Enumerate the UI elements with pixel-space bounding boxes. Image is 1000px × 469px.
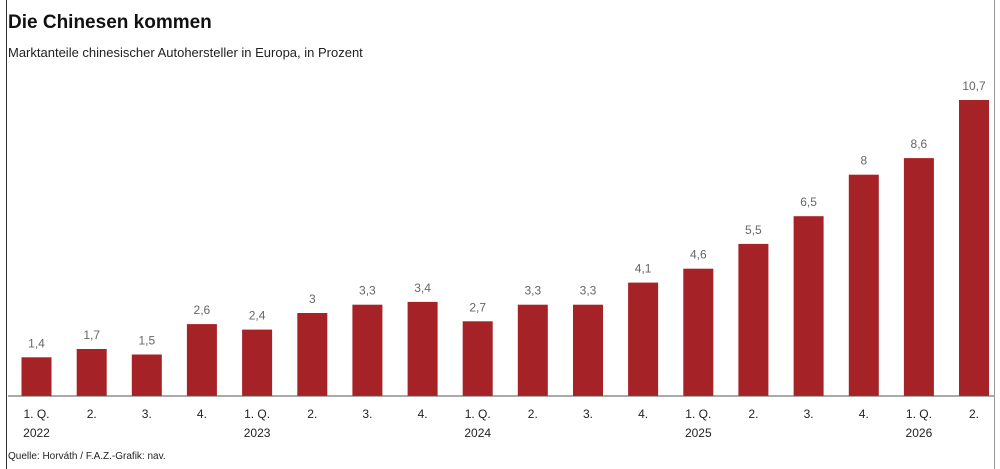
bar	[959, 100, 989, 396]
data-label: 2,4	[249, 309, 266, 323]
bar	[242, 329, 273, 396]
x-tick-label: 2.	[307, 407, 317, 421]
data-label: 3,3	[524, 284, 541, 298]
x-tick-label: 2.	[969, 407, 979, 421]
year-label: 2022	[23, 426, 50, 440]
x-tick-label: 4.	[638, 407, 648, 421]
data-label: 2,7	[469, 300, 486, 314]
right-border	[994, 0, 995, 469]
chart-subtitle: Marktanteile chinesischer Autohersteller…	[8, 45, 363, 60]
bar	[186, 324, 217, 396]
x-tick-label: 1. Q.	[23, 407, 49, 421]
bar	[683, 268, 714, 396]
data-label: 3,3	[359, 284, 376, 298]
data-label: 3,4	[414, 281, 431, 295]
data-label: 6,5	[800, 195, 817, 209]
x-tick-label: 3.	[362, 407, 372, 421]
data-label: 2,6	[194, 303, 211, 317]
data-label: 8,6	[911, 137, 928, 151]
data-label: 5,5	[745, 223, 762, 237]
data-label: 1,7	[83, 328, 100, 342]
bar	[738, 243, 769, 396]
x-tick-label: 2.	[87, 407, 97, 421]
bar	[352, 304, 383, 396]
left-border	[6, 0, 7, 469]
x-tick-label: 2.	[748, 407, 758, 421]
x-tick-label: 4.	[197, 407, 207, 421]
year-label: 2024	[464, 426, 491, 440]
x-tick-label: 3.	[583, 407, 593, 421]
data-label: 8	[860, 154, 867, 168]
year-label: 2023	[244, 426, 271, 440]
x-tick-label: 4.	[859, 407, 869, 421]
bar	[131, 354, 162, 396]
bar	[462, 321, 493, 396]
bar	[407, 301, 438, 396]
data-label: 4,6	[690, 248, 707, 262]
x-tick-label: 1. Q.	[465, 407, 491, 421]
year-label: 2025	[685, 426, 712, 440]
year-label: 2026	[906, 426, 933, 440]
bar	[76, 349, 107, 396]
x-tick-label: 1. Q.	[244, 407, 270, 421]
bar	[903, 158, 934, 396]
x-tick-label: 1. Q.	[685, 407, 711, 421]
data-label: 1,5	[138, 334, 155, 348]
chart-title: Die Chinesen kommen	[8, 12, 212, 33]
x-tick-label: 3.	[804, 407, 814, 421]
source-note: Quelle: Horváth / F.A.Z.-Grafik: nav.	[8, 451, 166, 462]
data-label: 3	[309, 292, 316, 306]
data-label: 1,4	[28, 336, 45, 350]
data-label: 10,7	[962, 79, 986, 93]
bar	[848, 174, 879, 396]
bar	[297, 313, 328, 396]
x-tick-label: 3.	[142, 407, 152, 421]
x-tick-label: 1. Q.	[906, 407, 932, 421]
data-label: 3,3	[580, 284, 597, 298]
x-tick-label: 2.	[528, 407, 538, 421]
bar	[517, 304, 548, 396]
bar	[793, 216, 824, 396]
bar	[573, 304, 603, 396]
bar	[21, 357, 52, 396]
data-label: 4,1	[635, 262, 652, 276]
bar	[628, 282, 659, 396]
x-tick-label: 4.	[418, 407, 428, 421]
